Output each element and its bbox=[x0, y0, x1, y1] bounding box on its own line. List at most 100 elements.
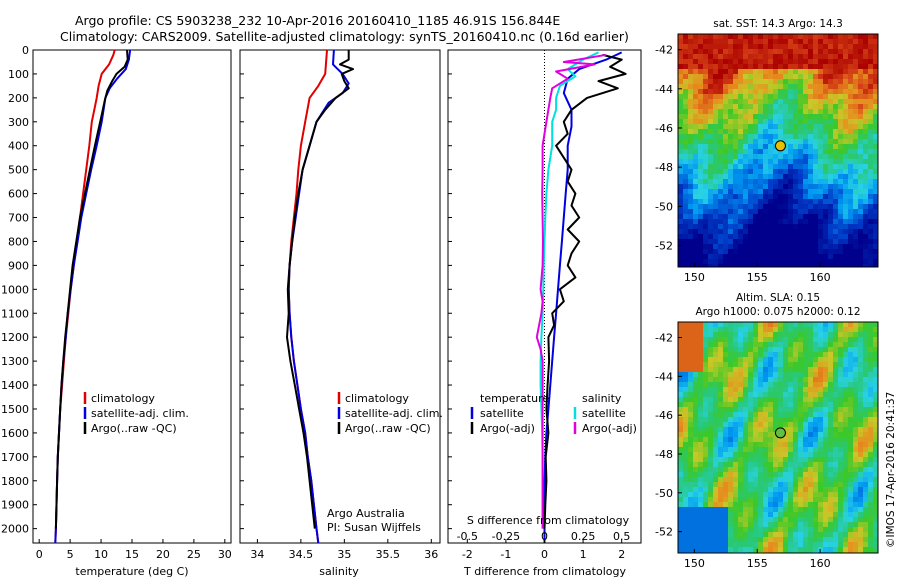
map-cell bbox=[738, 224, 744, 230]
map-cell bbox=[868, 407, 874, 413]
map-cell bbox=[833, 34, 839, 40]
map-cell bbox=[773, 417, 779, 423]
map-cell bbox=[838, 199, 844, 205]
map-cell bbox=[823, 482, 829, 488]
map-cell bbox=[868, 234, 874, 240]
map-cell bbox=[848, 347, 854, 353]
map-cell bbox=[708, 194, 714, 200]
map-cell bbox=[788, 249, 794, 255]
map-cell bbox=[728, 502, 734, 508]
map-cell bbox=[748, 492, 754, 498]
map-cell bbox=[793, 392, 799, 398]
map-cell bbox=[748, 417, 754, 423]
map-cell bbox=[718, 64, 724, 70]
map-cell bbox=[728, 214, 734, 220]
map-cell bbox=[728, 387, 734, 393]
map-cell bbox=[788, 134, 794, 140]
map-cell bbox=[678, 537, 684, 543]
map-cell bbox=[783, 114, 789, 120]
map-cell bbox=[703, 427, 709, 433]
map-cell bbox=[793, 134, 799, 140]
map-cell bbox=[838, 482, 844, 488]
map-cell bbox=[793, 259, 799, 265]
map-cell bbox=[783, 179, 789, 185]
map-cell bbox=[813, 362, 819, 368]
map-cell bbox=[773, 482, 779, 488]
map-cell bbox=[718, 159, 724, 165]
map-cell bbox=[738, 214, 744, 220]
map-cell bbox=[873, 124, 878, 130]
map-cell bbox=[718, 209, 724, 215]
map-cell bbox=[793, 224, 799, 230]
map-cell bbox=[818, 174, 824, 180]
map-cell bbox=[788, 417, 794, 423]
map-cell bbox=[723, 387, 729, 393]
map-cell bbox=[798, 517, 804, 523]
map-cell bbox=[828, 194, 834, 200]
map-cell bbox=[838, 104, 844, 110]
map-cell bbox=[868, 447, 874, 453]
map-cell bbox=[873, 54, 878, 60]
map-cell bbox=[773, 437, 779, 443]
map-cell bbox=[773, 342, 779, 348]
map-cell bbox=[838, 392, 844, 398]
map-cell bbox=[698, 357, 704, 363]
map-cell bbox=[858, 59, 864, 65]
map-cell bbox=[853, 79, 859, 85]
map-cell bbox=[828, 89, 834, 95]
map-cell bbox=[868, 537, 874, 543]
map-cell bbox=[708, 144, 714, 150]
map-cell bbox=[693, 234, 699, 240]
map-cell bbox=[753, 149, 759, 155]
map-cell bbox=[778, 34, 784, 40]
map-cell bbox=[863, 84, 869, 90]
map-cell bbox=[783, 134, 789, 140]
map-cell bbox=[678, 154, 684, 160]
map-cell bbox=[778, 387, 784, 393]
x-tick-label: 5 bbox=[67, 548, 74, 561]
map-cell bbox=[708, 462, 714, 468]
map-cell bbox=[808, 134, 814, 140]
map-cell bbox=[853, 229, 859, 235]
map-cell bbox=[728, 159, 734, 165]
map-cell bbox=[708, 104, 714, 110]
map-cell bbox=[733, 452, 739, 458]
map-cell bbox=[743, 124, 749, 130]
map-cell bbox=[863, 337, 869, 343]
map-cell bbox=[858, 194, 864, 200]
map-cell bbox=[718, 507, 724, 513]
map-cell bbox=[853, 492, 859, 498]
map-cell bbox=[693, 239, 699, 245]
map-cell bbox=[813, 432, 819, 438]
map-cell bbox=[703, 174, 709, 180]
map-cell bbox=[703, 79, 709, 85]
map-cell bbox=[873, 209, 878, 215]
map-cell bbox=[853, 347, 859, 353]
map-cell bbox=[753, 134, 759, 140]
map-cell bbox=[843, 482, 849, 488]
map-cell bbox=[813, 164, 819, 170]
map-cell bbox=[788, 204, 794, 210]
map-cell bbox=[858, 199, 864, 205]
map-cell bbox=[808, 89, 814, 95]
map-cell bbox=[758, 84, 764, 90]
map-cell bbox=[868, 467, 874, 473]
map-cell bbox=[858, 427, 864, 433]
map-cell bbox=[763, 507, 769, 513]
map-cell bbox=[853, 472, 859, 478]
map-cell bbox=[828, 522, 834, 528]
map-cell bbox=[793, 342, 799, 348]
map-cell bbox=[753, 234, 759, 240]
map-cell bbox=[833, 457, 839, 463]
map-cell bbox=[838, 357, 844, 363]
map-cell bbox=[748, 387, 754, 393]
map-cell bbox=[733, 397, 739, 403]
map-cell bbox=[828, 337, 834, 343]
map-cell bbox=[763, 487, 769, 493]
map-cell bbox=[713, 432, 719, 438]
map-cell bbox=[748, 204, 754, 210]
map-cell bbox=[753, 224, 759, 230]
map-cell bbox=[798, 34, 804, 40]
map-cell bbox=[748, 462, 754, 468]
map-cell bbox=[798, 159, 804, 165]
